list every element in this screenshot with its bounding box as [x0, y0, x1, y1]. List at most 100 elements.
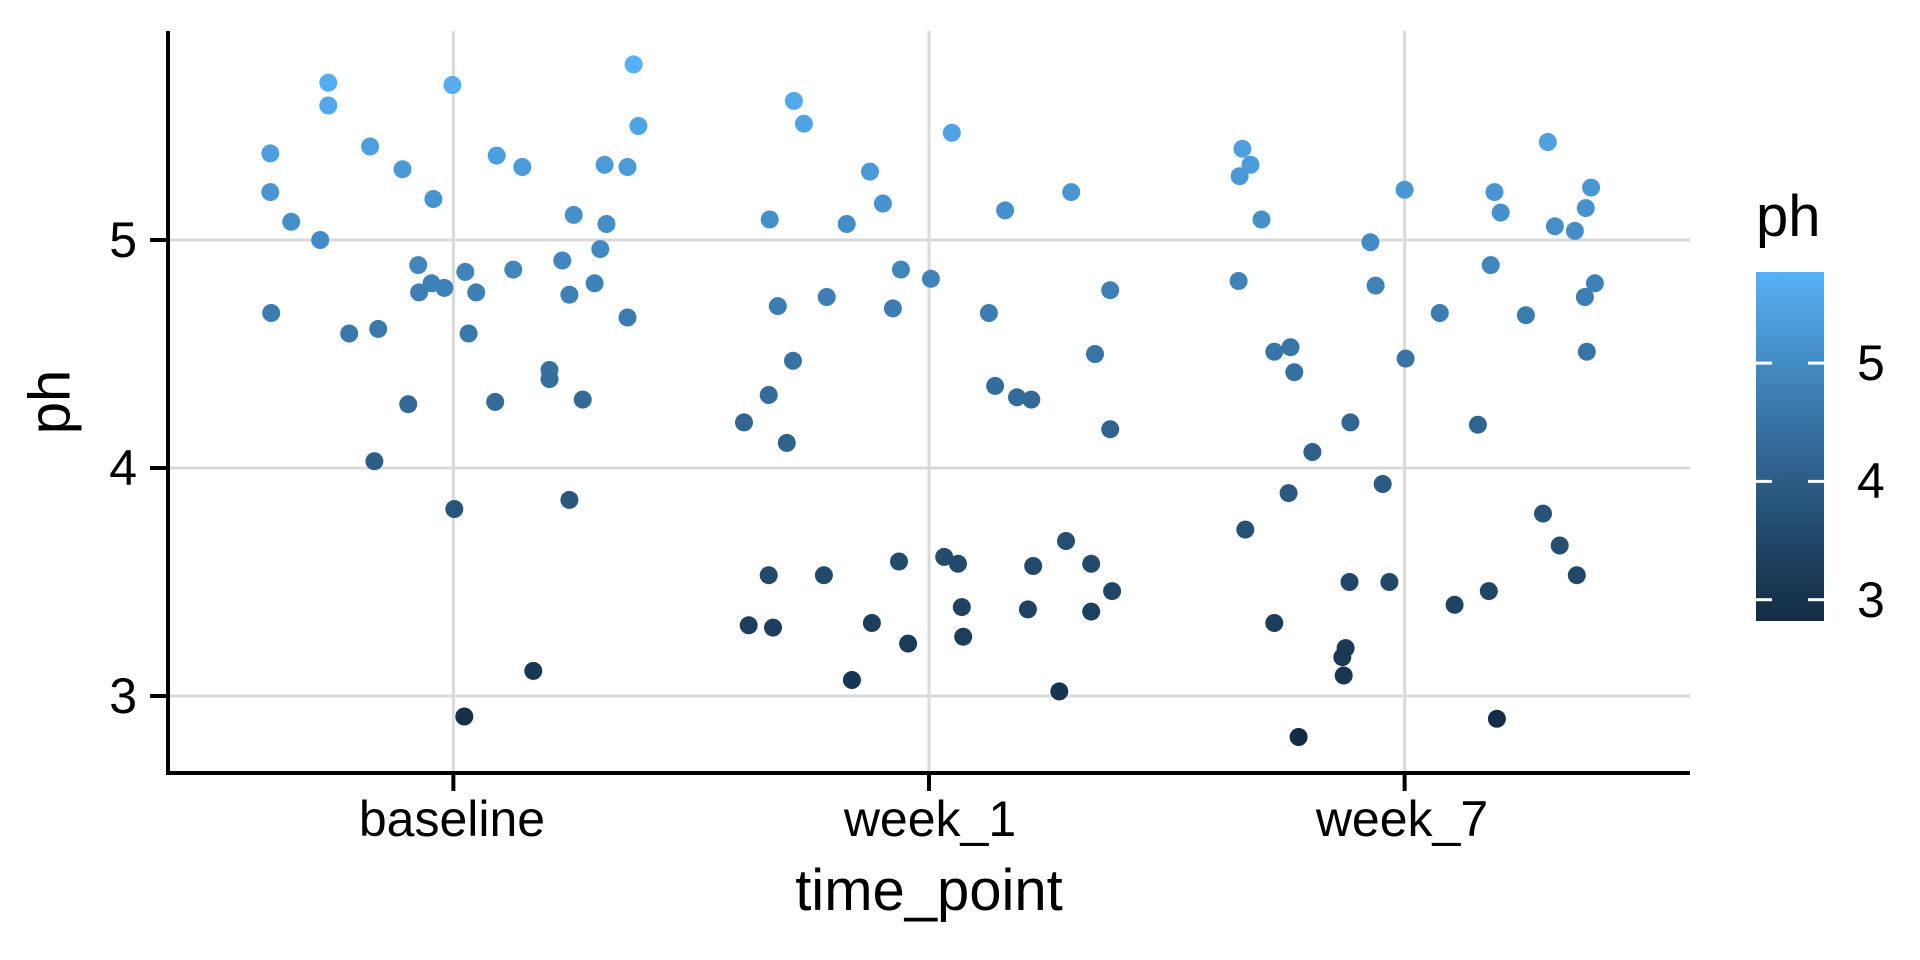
data-point — [1334, 666, 1353, 685]
data-point — [311, 231, 330, 249]
data-point — [759, 386, 778, 404]
data-point — [1565, 221, 1584, 240]
data-point — [814, 566, 833, 585]
data-point — [1022, 390, 1041, 409]
data-point — [1585, 274, 1604, 293]
data-point — [890, 552, 908, 571]
data-point — [1252, 210, 1271, 229]
data-point — [340, 324, 359, 343]
data-point — [1101, 420, 1120, 439]
data-point — [1265, 614, 1284, 632]
data-point — [1230, 167, 1249, 186]
data-point — [739, 616, 758, 635]
data-point — [873, 194, 892, 213]
data-point — [629, 117, 648, 135]
data-point — [883, 299, 902, 318]
data-point — [564, 205, 583, 224]
legend: ph 5 4 3 — [1756, 184, 1885, 628]
data-point — [573, 390, 592, 409]
data-point — [1567, 566, 1586, 585]
data-point — [560, 285, 579, 304]
data-point — [1008, 388, 1026, 407]
data-point — [459, 324, 478, 343]
data-point — [361, 137, 380, 156]
data-point — [1373, 475, 1392, 493]
data-point — [1340, 573, 1359, 591]
data-point — [1576, 199, 1595, 218]
data-point — [784, 91, 803, 110]
data-point — [524, 661, 543, 680]
panel-gridlines — [168, 31, 1690, 771]
data-point — [1341, 413, 1360, 432]
data-point — [1491, 203, 1510, 222]
data-point — [1241, 155, 1260, 174]
data-point — [1396, 349, 1415, 368]
data-point — [443, 76, 462, 94]
data-point — [445, 500, 464, 518]
data-point — [862, 614, 881, 632]
data-point — [1430, 304, 1449, 322]
data-point — [784, 351, 802, 370]
legend-tick-label-3: 3 — [1857, 572, 1885, 628]
x-tick-label-baseline: baseline — [359, 791, 545, 847]
data-point — [1395, 180, 1414, 199]
data-point — [794, 114, 813, 133]
data-point — [1281, 338, 1300, 357]
data-point — [282, 212, 301, 231]
data-point — [1018, 600, 1037, 619]
legend-title: ph — [1756, 184, 1821, 249]
data-point — [1485, 183, 1504, 202]
y-axis-title: ph — [18, 370, 83, 435]
data-point — [1534, 504, 1552, 523]
data-point — [1265, 342, 1284, 361]
data-point — [456, 262, 475, 281]
data-point — [319, 96, 338, 115]
data-point — [760, 210, 779, 229]
data-point — [1538, 133, 1557, 151]
data-point — [1361, 233, 1380, 252]
data-point — [624, 55, 643, 74]
data-point — [1050, 682, 1069, 701]
data-point — [261, 144, 280, 163]
data-point — [1229, 272, 1248, 290]
data-point — [949, 554, 967, 573]
data-point — [1101, 281, 1120, 300]
data-point — [942, 123, 961, 142]
data-point — [777, 433, 796, 452]
data-point — [1236, 520, 1255, 539]
data-point — [817, 288, 836, 306]
axis-tick-marks — [150, 238, 1407, 791]
data-point — [553, 251, 572, 270]
data-point — [504, 260, 523, 279]
data-point — [1062, 183, 1081, 202]
data-point — [393, 160, 412, 179]
data-point — [954, 627, 973, 646]
data-point — [768, 297, 787, 316]
data-point — [764, 618, 782, 637]
data-point — [1380, 573, 1399, 591]
colorbar-ticks — [1756, 361, 1824, 602]
data-point — [1516, 306, 1535, 325]
y-tick-label-5: 5 — [109, 212, 137, 268]
y-tick-label-4: 4 — [109, 440, 137, 496]
data-point — [262, 304, 281, 322]
data-point — [952, 598, 971, 617]
data-point — [597, 215, 616, 233]
data-point — [1487, 709, 1506, 728]
data-point — [935, 547, 954, 566]
data-point — [585, 274, 604, 293]
data-point — [1333, 648, 1352, 667]
data-point — [486, 392, 505, 411]
data-point — [1233, 139, 1252, 158]
data-point — [1086, 345, 1104, 363]
data-point — [618, 158, 637, 176]
data-point — [1582, 178, 1601, 197]
data-point — [1479, 582, 1498, 601]
data-point — [595, 155, 614, 174]
data-point — [1481, 256, 1500, 275]
data-point — [1445, 595, 1464, 614]
data-point — [1082, 554, 1101, 573]
data-point — [591, 240, 610, 259]
data-point — [1303, 443, 1322, 461]
